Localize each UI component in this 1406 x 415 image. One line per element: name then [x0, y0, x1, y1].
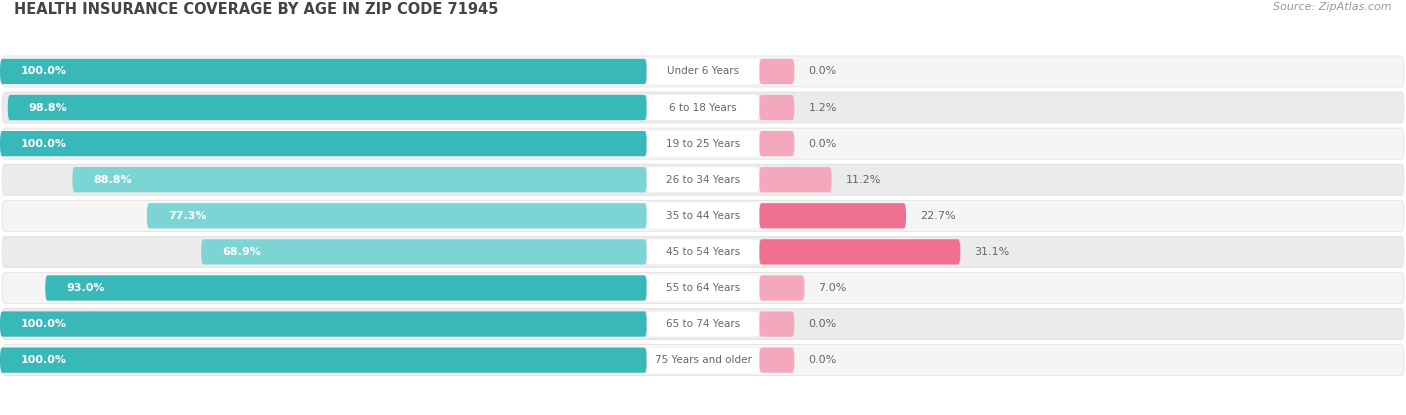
Text: 7.0%: 7.0% [818, 283, 846, 293]
FancyBboxPatch shape [759, 95, 794, 120]
FancyBboxPatch shape [647, 239, 759, 264]
FancyBboxPatch shape [759, 239, 960, 264]
Text: 45 to 54 Years: 45 to 54 Years [666, 247, 740, 257]
FancyBboxPatch shape [759, 131, 794, 156]
Text: Source: ZipAtlas.com: Source: ZipAtlas.com [1274, 2, 1392, 12]
FancyBboxPatch shape [759, 59, 794, 84]
FancyBboxPatch shape [759, 275, 804, 300]
Text: 55 to 64 Years: 55 to 64 Years [666, 283, 740, 293]
FancyBboxPatch shape [3, 237, 1403, 267]
Text: 35 to 44 Years: 35 to 44 Years [666, 211, 740, 221]
Text: 1.2%: 1.2% [808, 103, 837, 112]
Text: 100.0%: 100.0% [21, 139, 67, 149]
FancyBboxPatch shape [3, 344, 1403, 376]
Text: 6 to 18 Years: 6 to 18 Years [669, 103, 737, 112]
FancyBboxPatch shape [201, 239, 647, 264]
FancyBboxPatch shape [3, 164, 1403, 195]
FancyBboxPatch shape [73, 167, 647, 192]
FancyBboxPatch shape [647, 347, 759, 373]
Text: 100.0%: 100.0% [21, 355, 67, 365]
FancyBboxPatch shape [146, 203, 647, 228]
FancyBboxPatch shape [0, 131, 647, 156]
Text: 31.1%: 31.1% [974, 247, 1010, 257]
Text: 0.0%: 0.0% [808, 139, 837, 149]
FancyBboxPatch shape [3, 273, 1403, 303]
FancyBboxPatch shape [647, 203, 759, 228]
Text: 0.0%: 0.0% [808, 66, 837, 76]
FancyBboxPatch shape [647, 275, 759, 300]
Text: 100.0%: 100.0% [21, 319, 67, 329]
FancyBboxPatch shape [0, 347, 647, 373]
Text: Under 6 Years: Under 6 Years [666, 66, 740, 76]
Text: 11.2%: 11.2% [846, 175, 882, 185]
FancyBboxPatch shape [3, 200, 1403, 231]
Text: HEALTH INSURANCE COVERAGE BY AGE IN ZIP CODE 71945: HEALTH INSURANCE COVERAGE BY AGE IN ZIP … [14, 2, 499, 17]
FancyBboxPatch shape [759, 167, 832, 192]
FancyBboxPatch shape [647, 311, 759, 337]
Text: 100.0%: 100.0% [21, 66, 67, 76]
Text: 75 Years and older: 75 Years and older [655, 355, 751, 365]
FancyBboxPatch shape [0, 311, 647, 337]
Text: 0.0%: 0.0% [808, 355, 837, 365]
Text: 88.8%: 88.8% [94, 175, 132, 185]
FancyBboxPatch shape [8, 95, 647, 120]
FancyBboxPatch shape [647, 167, 759, 192]
FancyBboxPatch shape [3, 56, 1403, 87]
Text: 22.7%: 22.7% [920, 211, 956, 221]
Text: 65 to 74 Years: 65 to 74 Years [666, 319, 740, 329]
FancyBboxPatch shape [647, 59, 759, 84]
FancyBboxPatch shape [759, 311, 794, 337]
FancyBboxPatch shape [647, 131, 759, 156]
Text: 93.0%: 93.0% [66, 283, 105, 293]
FancyBboxPatch shape [45, 275, 647, 300]
FancyBboxPatch shape [0, 59, 647, 84]
FancyBboxPatch shape [647, 95, 759, 120]
Text: 68.9%: 68.9% [222, 247, 262, 257]
Text: 98.8%: 98.8% [30, 103, 67, 112]
Text: 19 to 25 Years: 19 to 25 Years [666, 139, 740, 149]
FancyBboxPatch shape [3, 92, 1403, 123]
FancyBboxPatch shape [3, 128, 1403, 159]
FancyBboxPatch shape [3, 308, 1403, 339]
FancyBboxPatch shape [759, 203, 905, 228]
Text: 26 to 34 Years: 26 to 34 Years [666, 175, 740, 185]
Text: 0.0%: 0.0% [808, 319, 837, 329]
FancyBboxPatch shape [759, 347, 794, 373]
Text: 77.3%: 77.3% [167, 211, 207, 221]
